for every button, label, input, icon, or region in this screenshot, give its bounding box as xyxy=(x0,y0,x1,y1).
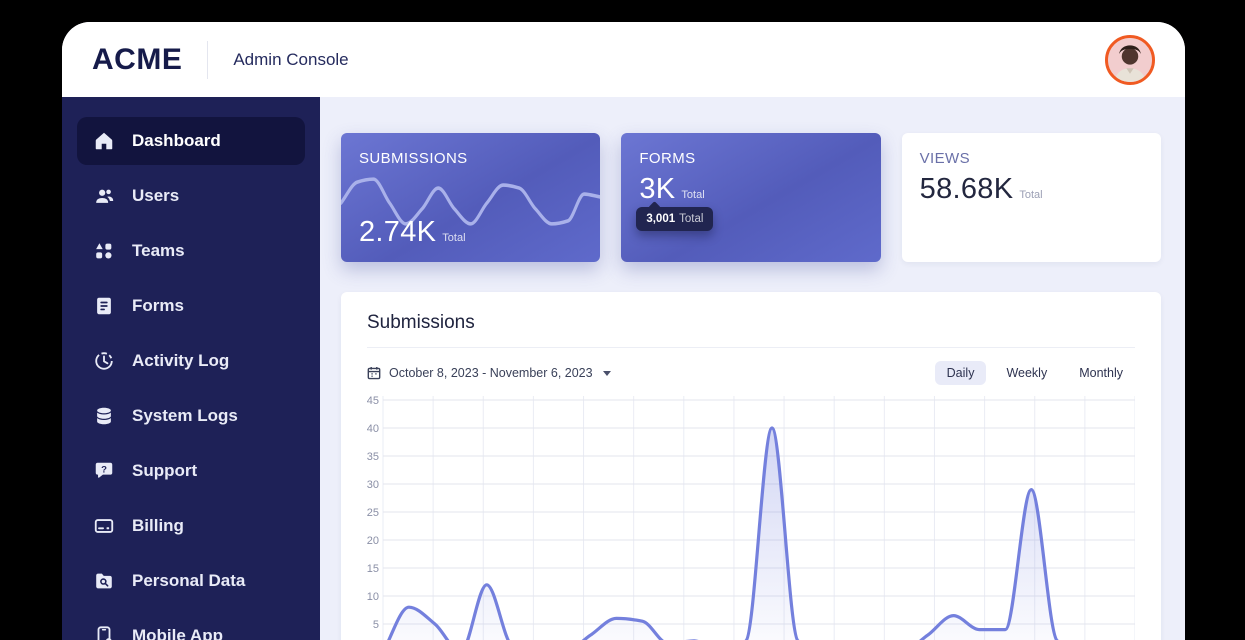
svg-text:35: 35 xyxy=(367,451,379,463)
user-avatar[interactable] xyxy=(1105,34,1155,85)
stat-card-forms: FORMS 3K Total 3,001 Total xyxy=(621,133,881,262)
stat-unit: Total xyxy=(442,232,466,244)
sidebar-item-mobile-app[interactable]: Mobile App xyxy=(77,612,305,640)
tab-monthly[interactable]: Monthly xyxy=(1079,366,1123,380)
forms-total-tooltip: 3,001 Total xyxy=(636,201,714,231)
tab-daily[interactable]: Daily xyxy=(934,361,987,385)
sidebar-item-dashboard[interactable]: Dashboard xyxy=(77,117,305,165)
teams-shapes-icon xyxy=(93,240,115,262)
svg-text:?: ? xyxy=(101,464,107,475)
app-window: ACME Admin Console xyxy=(62,22,1185,640)
svg-text:20: 20 xyxy=(367,535,379,547)
header-divider xyxy=(207,40,209,79)
sidebar-item-label: Users xyxy=(132,186,180,205)
sidebar-item-support[interactable]: ? Support xyxy=(77,447,305,495)
home-icon xyxy=(93,130,115,152)
folder-search-icon xyxy=(93,570,115,592)
sidebar-item-activity-log[interactable]: Activity Log xyxy=(77,337,305,385)
document-icon xyxy=(93,295,115,317)
credit-card-icon xyxy=(93,515,115,537)
main-content: SUBMISSIONS 2.74K Total FORMS xyxy=(320,97,1185,640)
svg-text:45: 45 xyxy=(367,395,379,407)
sidebar-item-label: Dashboard xyxy=(132,131,221,150)
stat-card-submissions: SUBMISSIONS 2.74K Total xyxy=(339,133,602,262)
chart-controls: October 8, 2023 - November 6, 2023 Daily… xyxy=(367,361,1135,385)
stat-value: 58.68K xyxy=(919,173,1014,205)
sidebar-item-label: Forms xyxy=(132,296,184,315)
date-range-selector[interactable]: October 8, 2023 - November 6, 2023 xyxy=(367,366,611,380)
svg-text:30: 30 xyxy=(367,479,379,491)
svg-text:15: 15 xyxy=(367,563,379,575)
sidebar-item-system-logs[interactable]: System Logs xyxy=(77,392,305,440)
stat-value: 3K xyxy=(639,173,676,205)
svg-text:5: 5 xyxy=(373,619,379,631)
top-header: ACME Admin Console xyxy=(62,22,1185,97)
tooltip-value: 3,001 xyxy=(646,213,676,225)
avatar-photo xyxy=(1108,37,1152,82)
sidebar-nav: Dashboard Users Teams xyxy=(62,97,320,640)
stat-label: VIEWS xyxy=(919,150,970,167)
phone-gear-icon xyxy=(93,625,115,640)
svg-text:25: 25 xyxy=(367,507,379,519)
svg-text:10: 10 xyxy=(367,591,379,603)
sidebar-item-forms[interactable]: Forms xyxy=(77,282,305,330)
range-tabs: Daily Weekly Monthly xyxy=(934,361,1135,385)
sidebar-item-label: Activity Log xyxy=(132,351,230,370)
date-range-label: October 8, 2023 - November 6, 2023 xyxy=(389,366,593,380)
stat-card-views: VIEWS 58.68K Total xyxy=(901,133,1161,262)
users-icon xyxy=(93,185,115,207)
svg-text:40: 40 xyxy=(367,423,379,435)
sidebar-item-personal-data[interactable]: Personal Data xyxy=(77,557,305,605)
caret-down-icon xyxy=(602,370,611,376)
sidebar-item-label: Mobile App xyxy=(132,626,223,640)
submissions-area-chart: 051015202530354045 xyxy=(367,393,1135,640)
chart-title: Submissions xyxy=(367,312,1135,348)
stat-value: 2.74K xyxy=(359,216,437,248)
sidebar-item-users[interactable]: Users xyxy=(77,172,305,220)
content-row: Dashboard Users Teams xyxy=(62,97,1185,640)
tab-weekly[interactable]: Weekly xyxy=(1006,366,1048,380)
submissions-chart-card: Submissions October 8, 2023 - November 6… xyxy=(341,292,1161,640)
stat-unit: Total xyxy=(681,189,705,201)
calendar-icon xyxy=(367,366,381,380)
brand-logo: ACME xyxy=(92,42,183,76)
database-icon xyxy=(93,405,115,427)
sidebar-item-label: Teams xyxy=(132,241,185,260)
tooltip-unit: Total xyxy=(679,213,704,225)
chat-question-icon: ? xyxy=(93,460,115,482)
app-title: Admin Console xyxy=(233,49,349,69)
sidebar-item-label: Billing xyxy=(132,516,184,535)
stat-label: SUBMISSIONS xyxy=(359,150,468,167)
sidebar-item-billing[interactable]: Billing xyxy=(77,502,305,550)
stat-label: FORMS xyxy=(639,150,696,167)
clock-icon xyxy=(93,350,115,372)
stat-unit: Total xyxy=(1019,189,1043,201)
sidebar-item-label: Support xyxy=(132,461,198,480)
stats-row: SUBMISSIONS 2.74K Total FORMS xyxy=(339,133,1161,262)
sidebar-item-label: System Logs xyxy=(132,406,238,425)
sidebar-item-label: Personal Data xyxy=(132,571,246,590)
sidebar-item-teams[interactable]: Teams xyxy=(77,227,305,275)
submissions-sparkline xyxy=(339,166,602,240)
